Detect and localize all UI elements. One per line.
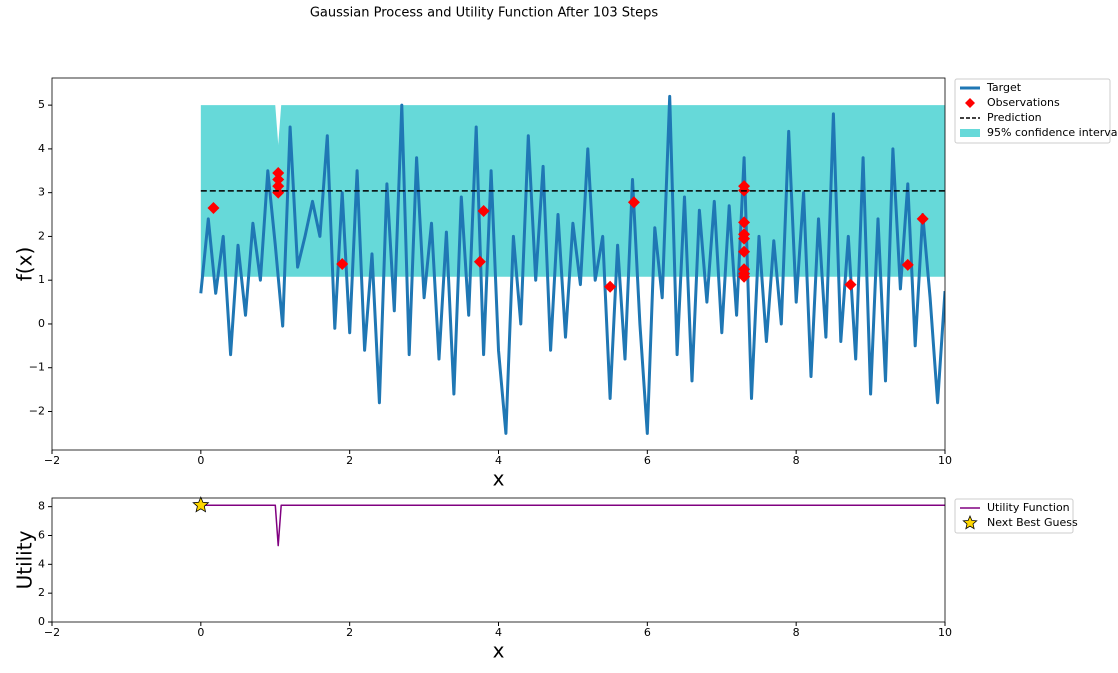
y-tick-label: 1 <box>38 273 45 286</box>
legend-label: Prediction <box>987 111 1042 124</box>
x-tick-label: 10 <box>938 454 952 467</box>
y-tick-label: 0 <box>38 317 45 330</box>
legend-label: Target <box>986 81 1022 94</box>
y-axis-label: Utility <box>13 530 37 589</box>
x-axis-label: x <box>493 467 505 491</box>
x-tick-label: 8 <box>793 626 800 639</box>
x-tick-label: 2 <box>346 626 353 639</box>
legend-swatch <box>960 129 980 137</box>
y-tick-label: 2 <box>38 586 45 599</box>
y-tick-label: 0 <box>38 615 45 628</box>
legend-label: Utility Function <box>987 501 1070 514</box>
x-tick-label: 8 <box>793 454 800 467</box>
x-tick-label: 0 <box>197 454 204 467</box>
y-tick-label: 5 <box>38 98 45 111</box>
legend-label: Observations <box>987 96 1060 109</box>
legend: Target Observations Prediction 95% confiden… <box>955 79 1118 143</box>
y-tick-label: 3 <box>38 186 45 199</box>
x-tick-label: −2 <box>44 626 60 639</box>
y-tick-label: 4 <box>38 557 45 570</box>
axes-frame <box>52 498 945 622</box>
x-tick-label: 4 <box>495 454 502 467</box>
x-tick-label: 2 <box>346 454 353 467</box>
x-axis-label: x <box>493 639 505 663</box>
line <box>201 505 945 545</box>
y-tick-label: 6 <box>38 528 45 541</box>
star-marker <box>193 497 208 512</box>
x-tick-label: 10 <box>938 626 952 639</box>
legend-label: 95% confidence interval <box>987 126 1118 139</box>
x-tick-label: 4 <box>495 626 502 639</box>
x-tick-label: 6 <box>644 454 651 467</box>
y-tick-label: 2 <box>38 229 45 242</box>
x-tick-label: 0 <box>197 626 204 639</box>
legend: Utility Function Next Best Guess <box>955 499 1078 533</box>
subplot: −2 0 2 4 6 8 10 −2 −1 0 1 2 3 4 5 x f(x) Target Observatio… <box>13 78 1118 491</box>
x-tick-label: −2 <box>44 454 60 467</box>
plot-area <box>201 96 945 433</box>
figure-title: Gaussian Process and Utility Function Af… <box>310 6 659 21</box>
plot-area <box>201 505 945 545</box>
y-tick-label: 4 <box>38 142 45 155</box>
y-axis-label: f(x) <box>13 247 37 281</box>
legend-label: Next Best Guess <box>987 516 1078 529</box>
y-tick-label: −1 <box>29 361 45 374</box>
y-tick-label: −2 <box>29 404 45 417</box>
x-tick-label: 6 <box>644 626 651 639</box>
y-tick-label: 8 <box>38 500 45 513</box>
